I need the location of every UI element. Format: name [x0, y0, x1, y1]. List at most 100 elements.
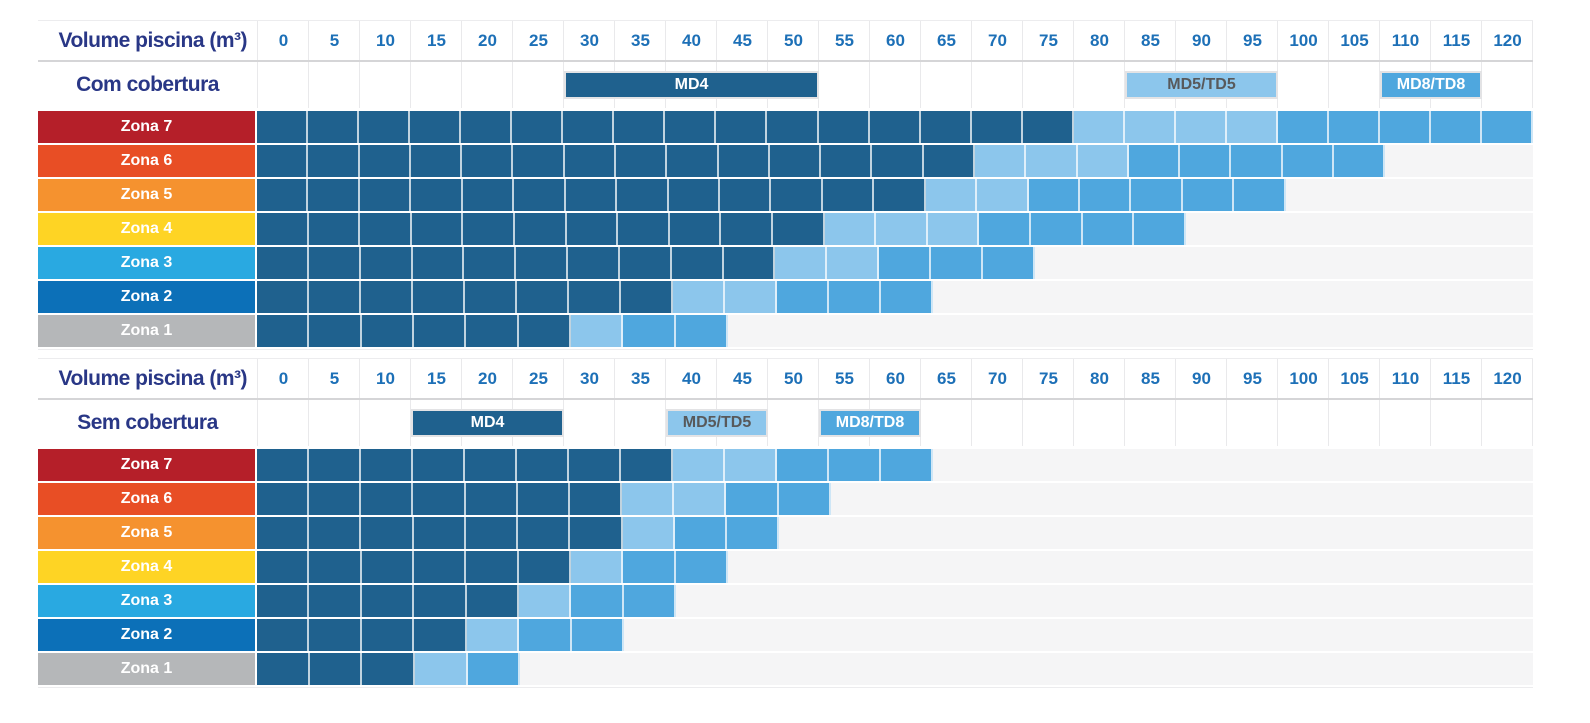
volume-tick: 95: [1243, 368, 1262, 388]
volume-tick: 35: [631, 30, 650, 50]
grid-cell-empty: [983, 449, 1033, 481]
grid-cell-empty: [1483, 247, 1533, 279]
grid-cell-empty: [1381, 653, 1432, 685]
grid-cell-empty: [1382, 483, 1432, 515]
grid-cell-empty: [879, 551, 929, 583]
grid-cell-empty: [1281, 315, 1331, 347]
grid-cell-empty: [1383, 281, 1433, 313]
zone-label: Zona 7: [38, 111, 255, 143]
grid-cell-md4: [667, 145, 719, 177]
grid-cell-md8-td8: [930, 247, 983, 279]
grid-cell-md4: [309, 315, 362, 347]
grid-cell-md8-td8: [829, 449, 881, 481]
grid-cell-empty: [881, 483, 931, 515]
grid-cell-md4: [465, 483, 518, 515]
grid-cell-md4: [569, 449, 621, 481]
grid-cell-md8-td8: [727, 517, 780, 549]
volume-tick: 35: [631, 368, 650, 388]
grid-cell-md4: [465, 517, 519, 549]
header-separator: [38, 398, 1533, 400]
volume-tick: 20: [478, 30, 497, 50]
grid-cell-md4: [309, 483, 362, 515]
grid-cell-empty: [520, 653, 571, 685]
grid-cell-md8-td8: [571, 585, 624, 617]
grid-cell-empty: [779, 517, 829, 549]
grid-cell-empty: [979, 315, 1029, 347]
table-sem-cobertura: Volume piscina (m³) 0 5 10 15 20 25 30 35 40 45 50…: [38, 358, 1533, 688]
grid-cell-empty: [1180, 619, 1230, 651]
grid-cell-md4: [872, 145, 924, 177]
grid-cell-empty: [1382, 517, 1432, 549]
grid-cell-empty: [1232, 483, 1282, 515]
row-cells: [257, 179, 1533, 211]
grid-cell-empty: [1382, 551, 1432, 583]
zone-row-zona-2: Zona 2: [38, 619, 1533, 651]
legend-row: Com cobertura MD4 MD5/TD5 MD8/TD8: [38, 62, 1533, 108]
grid-cell-empty: [773, 653, 824, 685]
grid-cell-md4: [410, 111, 462, 143]
grid-cell-md5-td5: [1073, 111, 1125, 143]
grid-cell-md4: [361, 619, 415, 651]
grid-cell-md4: [617, 179, 669, 211]
grid-cell-empty: [1234, 247, 1284, 279]
row-cells: [257, 483, 1533, 515]
grid-cell-md8-td8: [1182, 179, 1235, 211]
grid-cell-empty: [826, 619, 876, 651]
grid-cell-empty: [979, 585, 1029, 617]
grid-cell-md8-td8: [674, 517, 728, 549]
grid-cell-empty: [1281, 585, 1331, 617]
grid-cell-md4: [465, 281, 517, 313]
grid-cell-empty: [1432, 551, 1482, 583]
row-cells: [257, 653, 1533, 685]
grid-cell-md4: [621, 281, 673, 313]
grid-cell-empty: [1281, 619, 1331, 651]
zone-label: Zona 4: [38, 213, 255, 245]
grid-cell-empty: [1235, 213, 1285, 245]
grid-cell-empty: [981, 483, 1031, 515]
grid-cell-md4: [257, 653, 310, 685]
grid-cell-md8-td8: [467, 653, 521, 685]
grid-cell-empty: [828, 551, 878, 583]
grid-cell-md5-td5: [622, 483, 675, 515]
grid-cell-empty: [980, 517, 1030, 549]
grid-cell-md4: [308, 179, 360, 211]
grid-cell-md4: [413, 551, 467, 583]
zone-label: Zona 1: [38, 653, 255, 685]
grid-cell-empty: [778, 315, 828, 347]
zone-label: Zona 5: [38, 179, 255, 211]
grid-cell-md4: [257, 517, 310, 549]
grid-cell-md4: [614, 111, 666, 143]
axis-label: Volume piscina (m³): [58, 366, 248, 390]
row-cells: [257, 111, 1534, 143]
volume-tick: 40: [682, 368, 701, 388]
row-cells: [257, 551, 1533, 583]
zone-label: Zona 2: [38, 281, 255, 313]
zone-row-zona-1: Zona 1: [38, 653, 1533, 685]
grid-cell-empty: [1028, 619, 1078, 651]
grid-cell-empty: [1181, 517, 1231, 549]
zone-label: Zona 1: [38, 315, 255, 347]
zone-row-zona-1: Zona 1: [38, 315, 1533, 347]
grid-cell-empty: [1332, 551, 1382, 583]
zone-rows: Zona 7 Zona 6 Zona 5 Zona 4 Zona 3 Zona 2 Zona…: [38, 446, 1533, 688]
grid-cell-md5-td5: [827, 247, 880, 279]
grid-cell-md4: [411, 179, 463, 211]
grid-cell-md4: [514, 179, 566, 211]
volume-tick: 90: [1192, 368, 1211, 388]
model-legend: MD4 MD5/TD5 MD8/TD8: [257, 62, 1533, 108]
grid-cell-empty: [1434, 213, 1484, 245]
grid-cell-empty: [1283, 281, 1333, 313]
grid-cell-empty: [1131, 517, 1181, 549]
grid-cell-empty: [571, 653, 622, 685]
grid-cell-empty: [1433, 281, 1483, 313]
volume-tick: 45: [733, 30, 752, 50]
grid-cell-empty: [1233, 449, 1283, 481]
grid-cell-empty: [931, 483, 981, 515]
grid-cell-empty: [776, 619, 826, 651]
grid-cell-md4: [615, 145, 668, 177]
grid-cell-empty: [1334, 213, 1384, 245]
grid-cell-empty: [1083, 449, 1133, 481]
grid-cell-md5-td5: [674, 483, 727, 515]
grid-cell-empty: [929, 551, 979, 583]
volume-tick: 50: [784, 368, 803, 388]
